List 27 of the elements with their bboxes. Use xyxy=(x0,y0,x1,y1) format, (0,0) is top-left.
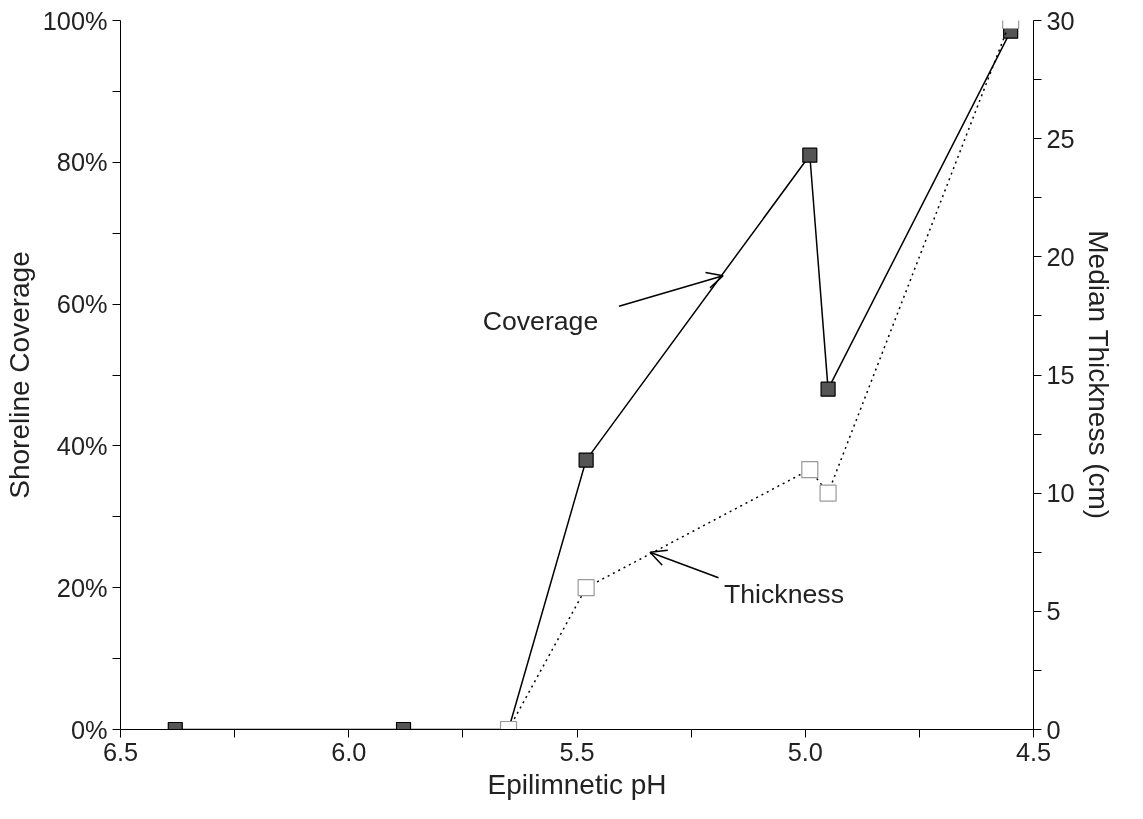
x-axis-title: Epilimnetic pH xyxy=(487,768,667,800)
y-tick-label: 20% xyxy=(56,573,108,602)
point xyxy=(801,460,819,479)
y2-tick-label: 25 xyxy=(1046,124,1075,153)
y-axis-title: Shoreline Coverage xyxy=(3,251,35,499)
point xyxy=(820,381,836,397)
text: 6.0 xyxy=(331,737,367,766)
y2-tick-label: 20 xyxy=(1046,242,1075,271)
y2-tick-label: 5 xyxy=(1046,597,1061,626)
annotation: Thickness xyxy=(723,579,844,610)
y-tick-label: 80% xyxy=(56,148,108,177)
point xyxy=(577,579,595,597)
y2-axis-title: Median Thickness (cm) xyxy=(1082,230,1114,520)
point xyxy=(578,452,594,468)
y2-tick-label: 10 xyxy=(1046,479,1075,508)
y-tick-label: 0% xyxy=(70,715,108,744)
x-tick-label: 5.5 xyxy=(559,737,595,766)
annotation: Coverage xyxy=(482,306,599,337)
y2-tick-label: 0 xyxy=(1046,715,1061,744)
y-tick-label: 60% xyxy=(56,290,108,319)
point xyxy=(819,484,837,502)
y2-tick-label: 15 xyxy=(1046,361,1075,389)
text: 5.0 xyxy=(787,737,823,766)
y2-tick-label: 30 xyxy=(1046,6,1075,35)
point xyxy=(802,147,818,163)
y-tick-label: 100% xyxy=(42,6,108,35)
y-tick-label: 40% xyxy=(56,431,108,460)
